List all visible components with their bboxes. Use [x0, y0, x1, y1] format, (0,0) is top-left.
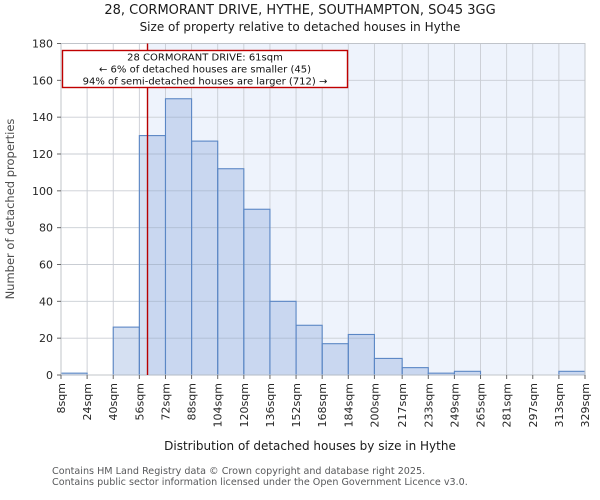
histogram-bar — [401, 367, 429, 376]
y-tick-label: 140 — [32, 111, 53, 124]
y-tick-label: 20 — [39, 332, 53, 345]
x-tick-label: 249sqm — [448, 383, 461, 427]
x-tick-label: 56sqm — [133, 383, 146, 420]
y-axis-title: Number of detached properties — [3, 119, 17, 300]
annotation-box: 28 CORMORANT DRIVE: 61sqm ← 6% of detach… — [61, 49, 349, 89]
x-tick-label: 233sqm — [422, 383, 435, 427]
histogram-bar — [453, 370, 482, 376]
histogram-bar — [138, 135, 167, 376]
histogram-bar — [243, 208, 271, 376]
histogram-bar — [321, 343, 349, 376]
annotation-line-2: ← 6% of detached houses are smaller (45) — [99, 65, 311, 76]
histogram-bar — [269, 300, 297, 376]
chart-title: 28, CORMORANT DRIVE, HYTHE, SOUTHAMPTON,… — [104, 3, 495, 18]
histogram-bar — [347, 333, 375, 376]
annotation-border — [61, 49, 349, 89]
histogram-bar — [191, 140, 219, 376]
histogram-bar — [373, 357, 403, 376]
x-tick-label: 8sqm — [55, 383, 68, 413]
histogram-bar — [112, 326, 140, 376]
x-tick-label: 120sqm — [238, 383, 251, 427]
x-tick-label: 136sqm — [264, 383, 277, 427]
histogram-bar — [295, 324, 323, 376]
x-tick-label: 24sqm — [81, 383, 94, 420]
plot-border — [60, 43, 586, 376]
x-tick-label: 265sqm — [475, 383, 488, 427]
y-tick-label: 120 — [32, 148, 53, 161]
x-axis-title: Distribution of detached houses by size … — [164, 439, 456, 453]
y-tick-label: 40 — [39, 295, 53, 308]
y-tick-label: 180 — [32, 38, 53, 51]
x-tick-label: 329sqm — [579, 383, 592, 427]
histogram-bar — [217, 168, 245, 376]
annotation-line-1: 28 CORMORANT DRIVE: 61sqm — [127, 53, 283, 64]
histogram-bar — [164, 98, 193, 376]
y-tick-label: 60 — [39, 259, 53, 272]
x-tick-label: 217sqm — [396, 383, 409, 427]
histogram-bar — [558, 370, 586, 376]
x-tick-label: 313sqm — [553, 383, 566, 427]
x-tick-label: 184sqm — [342, 383, 355, 427]
x-tick-label: 152sqm — [290, 383, 303, 427]
x-tick-label: 168sqm — [316, 383, 329, 427]
x-tick-label: 200sqm — [368, 383, 381, 427]
x-tick-label: 40sqm — [107, 383, 120, 420]
x-tick-label: 72sqm — [159, 383, 172, 420]
chart-subtitle: Size of property relative to detached ho… — [140, 20, 461, 34]
y-tick-label: 0 — [46, 369, 53, 382]
footer-attribution-line-1: Contains HM Land Registry data © Crown c… — [52, 466, 425, 477]
x-tick-label: 88sqm — [186, 383, 199, 420]
plot-area: 0 20 40 60 80 100 120 140 160 180 8sqm 24sqm 40sqm 56… — [32, 38, 592, 428]
x-tick-label: 297sqm — [527, 383, 540, 427]
x-tick-label: 281sqm — [501, 383, 514, 427]
y-tick-label: 160 — [32, 74, 53, 87]
y-tick-label: 100 — [32, 185, 53, 198]
y-tick-label: 80 — [39, 222, 53, 235]
footer-attribution-line-2: Contains public sector information licen… — [52, 477, 468, 488]
annotation-line-3: 94% of semi-detached houses are larger (… — [83, 77, 328, 88]
x-tick-label: 104sqm — [212, 383, 225, 427]
larger-than-marker-shade — [147, 43, 585, 375]
